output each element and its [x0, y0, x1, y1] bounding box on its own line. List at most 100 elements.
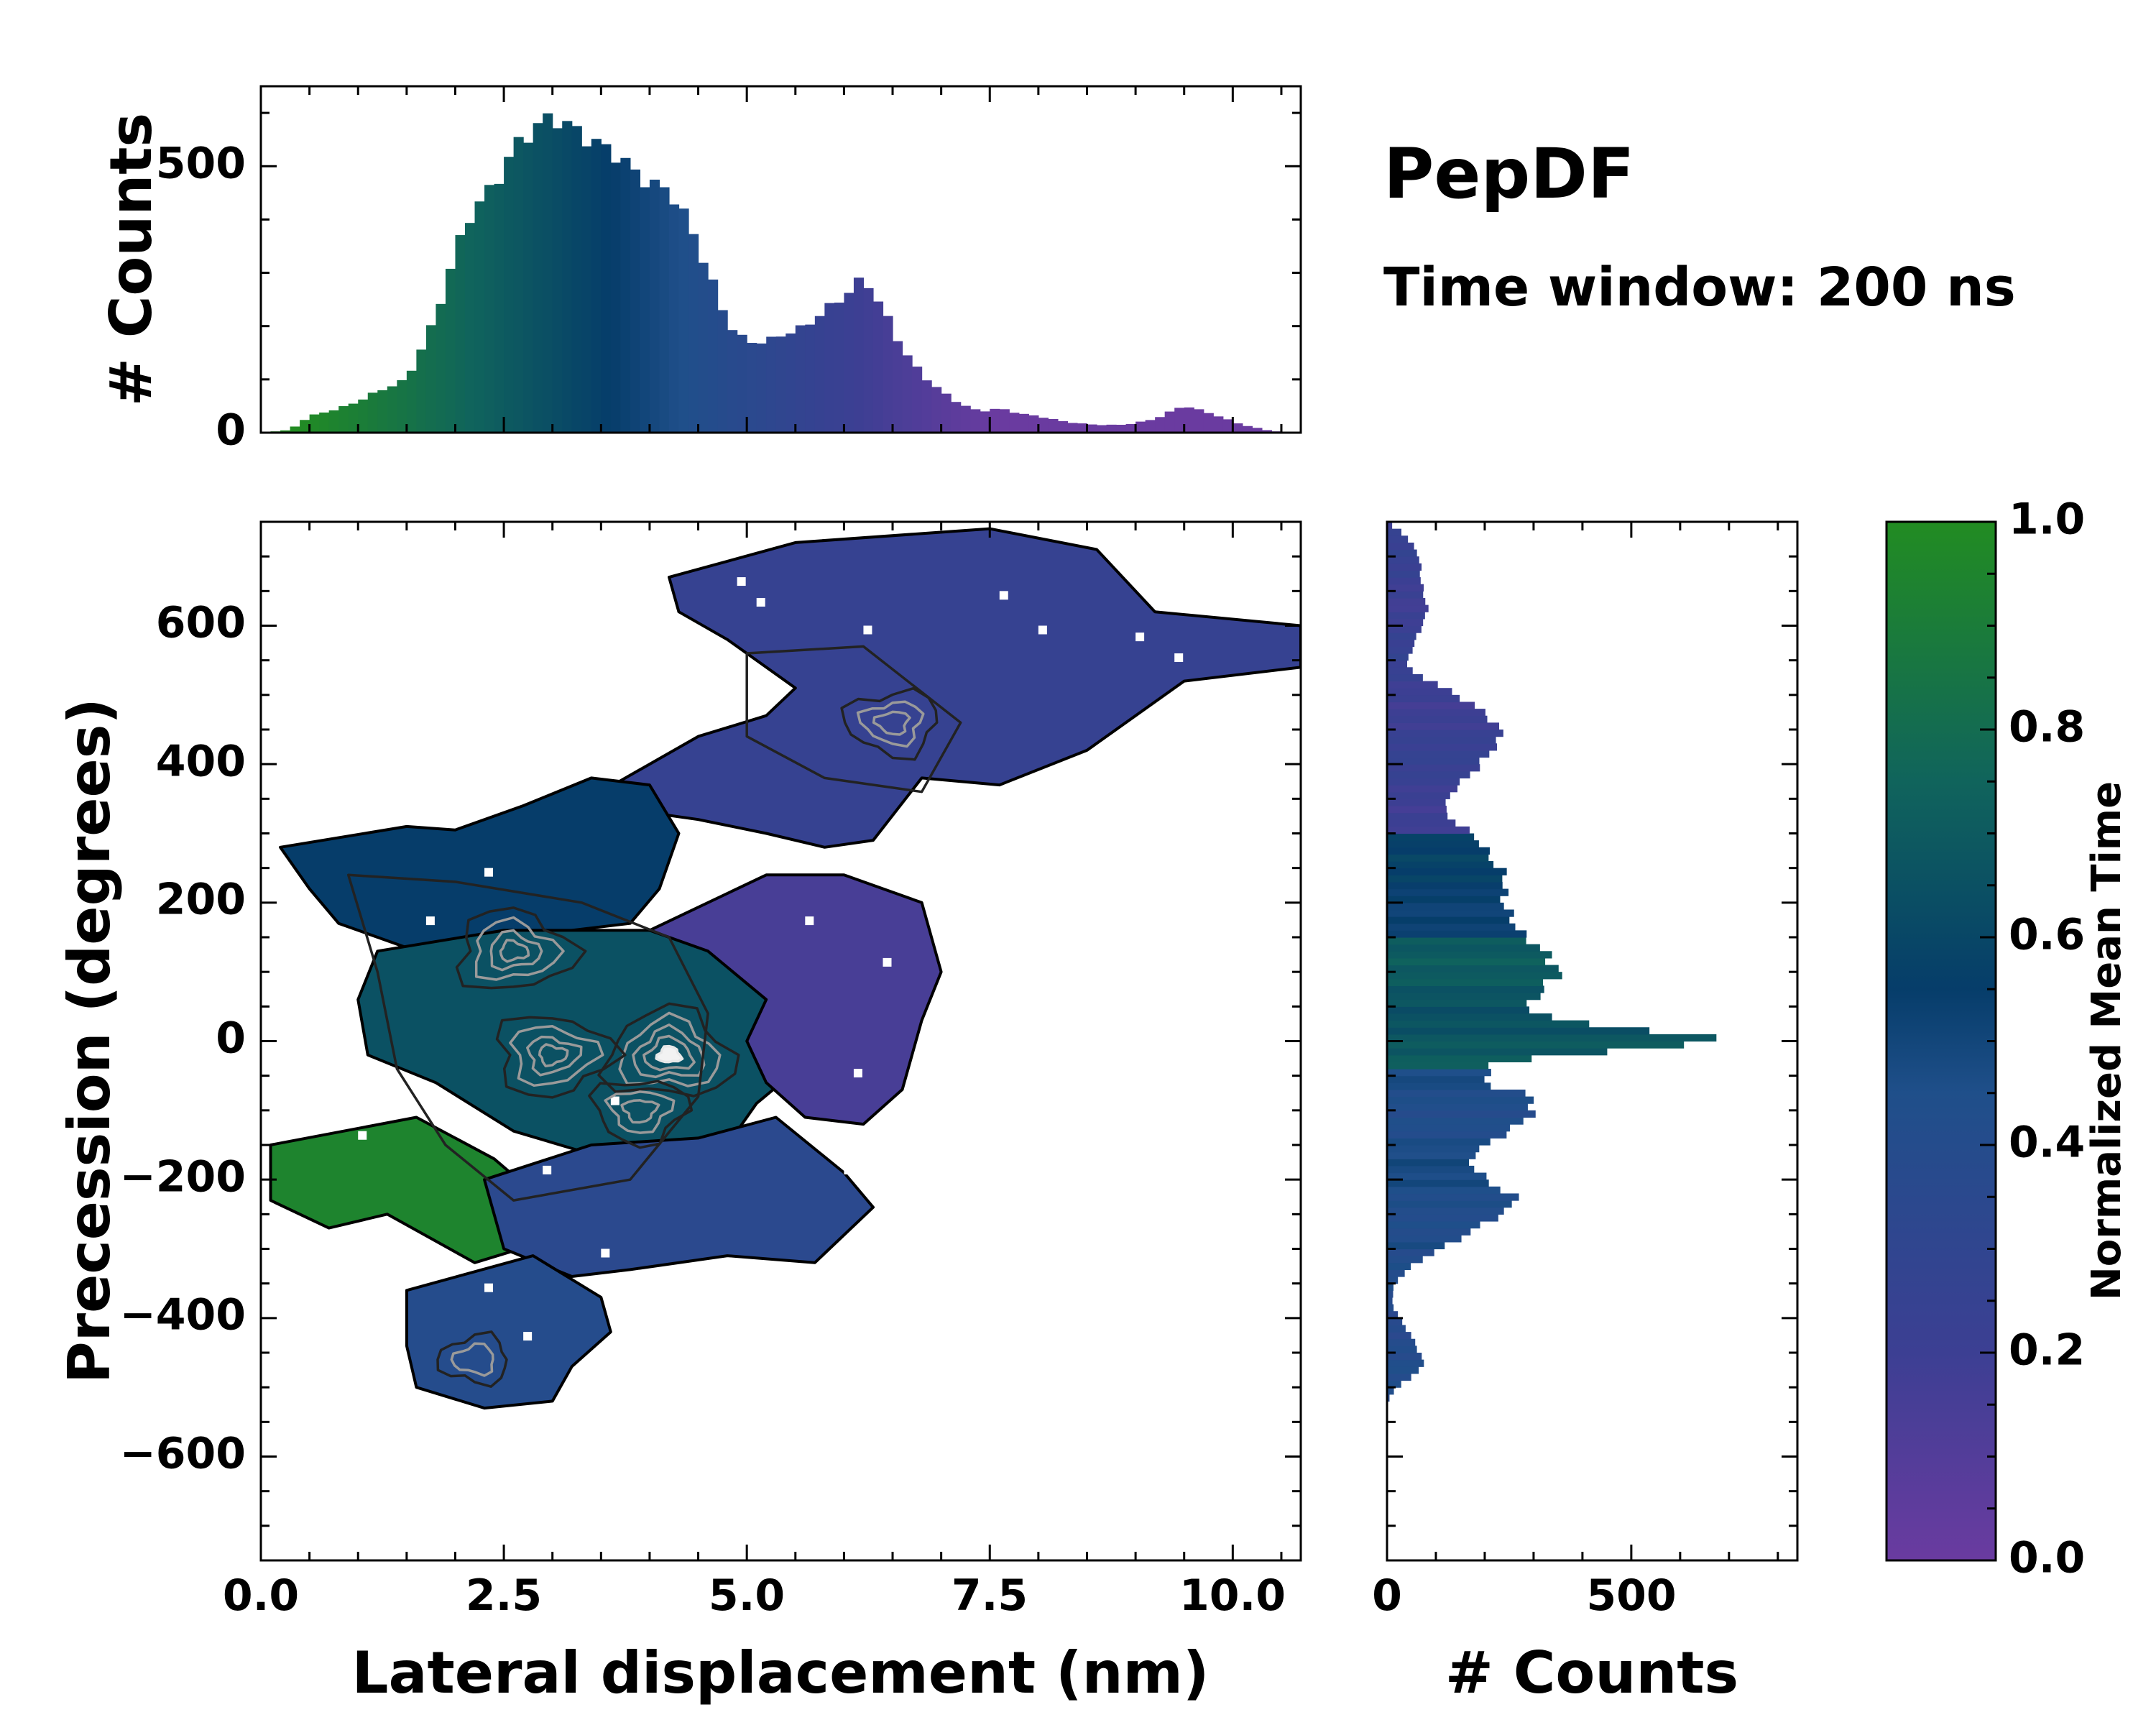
histogram-bar: [649, 179, 660, 433]
histogram-bar: [1387, 1262, 1411, 1270]
histogram-bar: [581, 146, 592, 433]
histogram-bar: [1213, 416, 1224, 433]
joint-xtick-label: 10.0: [1179, 1570, 1286, 1621]
histogram-bar: [1387, 1373, 1411, 1381]
histogram-bar: [1077, 423, 1088, 433]
histogram-bar: [1387, 1034, 1717, 1042]
histogram-bar: [513, 137, 524, 433]
colorbar-ticks: [1980, 520, 1996, 1562]
histogram-bar: [1387, 957, 1546, 966]
histogram-bar: [717, 310, 728, 433]
histogram-bar: [1387, 840, 1479, 848]
density-contour: [474, 916, 565, 981]
density-contour: [450, 1342, 494, 1377]
histogram-bar: [1387, 625, 1422, 633]
marginal-x-ytick-label: 500: [156, 139, 246, 189]
histogram-bar: [1387, 1145, 1480, 1153]
histogram-bar: [1387, 1248, 1434, 1256]
marginal-y-xtick-label: 0: [1372, 1570, 1402, 1621]
histogram-bar: [1387, 930, 1527, 938]
histogram-bar: [290, 426, 300, 433]
empty-bin: [581, 757, 591, 766]
histogram-bar: [1038, 418, 1049, 433]
histogram-bar: [698, 262, 709, 433]
empty-bin: [523, 1332, 533, 1341]
colorbar: 0.0 0.2 0.4 0.6 0.8 1.0 Normalized Mean …: [1885, 494, 2130, 1583]
histogram-bar: [1387, 722, 1500, 730]
histogram-bar: [377, 390, 388, 433]
histogram-bar: [1387, 1317, 1403, 1326]
histogram-bar: [562, 121, 573, 433]
density-contour: [538, 1043, 569, 1068]
histogram-bar: [1387, 854, 1489, 862]
histogram-bar: [1387, 1332, 1411, 1340]
density-contour: [495, 1016, 627, 1099]
histogram-bar: [416, 349, 427, 433]
marginal-x-ticks: [259, 86, 1301, 434]
histogram-bar: [367, 392, 378, 433]
histogram-bar: [1387, 1138, 1491, 1146]
histogram-bar: [1387, 888, 1509, 896]
colorbar-tick-label: 0.8: [2009, 702, 2085, 753]
histogram-bar: [1087, 424, 1097, 433]
marginal-y-ticks: [1386, 522, 1797, 1560]
histogram-bar: [1387, 1235, 1462, 1243]
heatmap-region: [405, 1254, 612, 1410]
histogram-bar: [1387, 660, 1408, 668]
marginal-x-ytick-label: 0: [216, 405, 246, 456]
histogram-bar: [1387, 1117, 1524, 1125]
histogram-bar: [902, 355, 913, 433]
histogram-bar: [571, 126, 582, 433]
joint-ytick-label: −200: [119, 1152, 246, 1202]
histogram-bar: [1387, 1214, 1498, 1222]
histogram-bar: [1387, 694, 1460, 703]
histogram-bar: [552, 128, 563, 433]
histogram-bar: [1387, 632, 1416, 640]
histogram-bar: [319, 412, 330, 433]
histogram-bar: [523, 142, 534, 433]
histogram-bar: [1387, 1304, 1394, 1312]
histogram-bar: [1184, 407, 1194, 433]
empty-bin: [883, 957, 892, 967]
histogram-bar: [280, 430, 291, 433]
histogram-bar: [1057, 420, 1069, 433]
histogram-bar: [455, 235, 466, 433]
histogram-bar: [1387, 978, 1544, 987]
histogram-bar: [668, 204, 680, 433]
marginal-x-ylabel: # Counts: [98, 113, 165, 406]
joint-ticks: [259, 522, 1301, 1560]
joint-xtick-label: 7.5: [952, 1570, 1028, 1621]
histogram-bar: [338, 406, 349, 433]
colorbar-tick-label: 0.4: [2009, 1118, 2085, 1168]
histogram-bar: [1387, 951, 1552, 959]
figure-subtitle: Time window: 200 ns: [1383, 257, 2016, 318]
histogram-bar: [1387, 1380, 1401, 1388]
marginal-x-histogram: 0 500 # Counts: [98, 85, 1302, 456]
empty-bin: [756, 597, 765, 607]
histogram-bar: [328, 410, 339, 433]
histogram-bar: [1028, 415, 1039, 433]
histogram-bar: [610, 162, 621, 433]
histogram-bar: [1233, 423, 1243, 433]
histogram-bar: [1387, 985, 1544, 993]
histogram-bar: [1387, 1338, 1416, 1346]
joint-heatmap: 0.0 2.5 5.0 7.5 10.0 −600 −400 −200 0 20…: [56, 520, 1302, 1706]
density-contour: [642, 1034, 696, 1072]
empty-bin: [737, 577, 746, 586]
histogram-bar: [1387, 1172, 1487, 1180]
histogram-bar: [1387, 577, 1421, 585]
histogram-bar: [1387, 667, 1413, 675]
empty-bin: [425, 916, 435, 926]
histogram-bar: [1164, 411, 1175, 433]
histogram-bar: [1387, 1124, 1510, 1132]
density-contour: [655, 1044, 684, 1064]
empty-bin: [1038, 625, 1047, 635]
density-contour: [632, 1024, 706, 1079]
histogram-bar: [912, 367, 923, 433]
histogram-bar: [1387, 1297, 1393, 1305]
histogram-bar: [1387, 909, 1514, 917]
histogram-bar: [1387, 730, 1503, 737]
histogram-bar: [1387, 1256, 1423, 1264]
histogram-bar: [921, 380, 932, 433]
histogram-bar: [980, 411, 990, 433]
